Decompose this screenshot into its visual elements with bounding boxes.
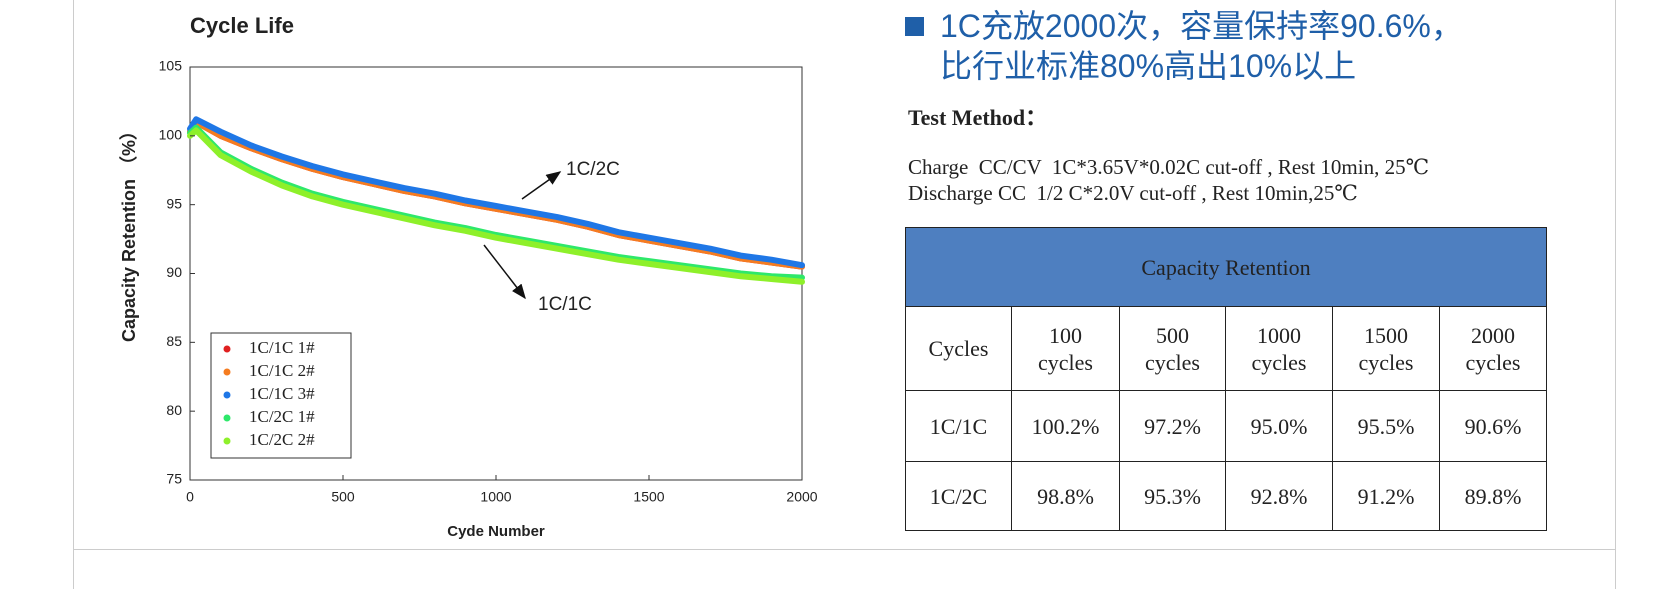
y-axis-label: Capacity Retention （%）	[119, 122, 139, 342]
table-cell: 1500 cycles	[1332, 306, 1440, 391]
x-tick-label: 0	[186, 489, 194, 505]
heading: 1C充放2000次，容量保持率90.6%， 比行业标准80%高出10%以上	[940, 6, 1463, 86]
y-tick-label: 75	[166, 471, 182, 487]
table-cell: 1000 cycles	[1225, 306, 1333, 391]
table-row: 1C/2C 98.8% 95.3% 92.8% 91.2% 89.8%	[905, 461, 1547, 531]
x-tick-label: 2000	[786, 489, 817, 505]
y-tick-label: 90	[166, 264, 182, 280]
table-cell: Cycles	[905, 306, 1012, 391]
heading-line: 1C充放2000次，容量保持率90.6%，	[940, 8, 1463, 44]
table-title: Capacity Retention	[905, 227, 1547, 307]
table-cell: 91.2%	[1332, 461, 1440, 531]
frame-line	[1615, 0, 1616, 589]
series-line	[187, 127, 805, 285]
series-line	[187, 119, 805, 270]
legend-label: 1C/1C 3#	[249, 384, 315, 403]
x-tick-label: 500	[331, 489, 355, 505]
legend-box	[210, 332, 352, 459]
section-title: Test Method：	[908, 105, 1048, 130]
arrow	[521, 171, 562, 200]
table-cell: 92.8%	[1225, 461, 1333, 531]
table-cell: 100 cycles	[1011, 306, 1120, 391]
bullet	[905, 17, 924, 36]
table-cell: 98.8%	[1011, 461, 1120, 531]
table-cell: 2000 cycles	[1439, 306, 1547, 391]
series-line	[187, 116, 805, 269]
table: Capacity Retention Cycles 100 cycles 500 c…	[905, 227, 1547, 531]
table-cell: 89.8%	[1439, 461, 1547, 531]
legend-label: 1C/2C 2#	[249, 430, 315, 449]
table-cell: 97.2%	[1119, 390, 1226, 462]
table-row: 1C/1C 100.2% 97.2% 95.0% 95.5% 90.6%	[905, 390, 1547, 462]
arrow	[483, 244, 526, 300]
series-line	[187, 119, 805, 270]
legend-marker	[223, 368, 231, 376]
legend-label: 1C/2C 1#	[249, 407, 315, 426]
method-line: Discharge CC 1/2 C*2.0V cut-off , Rest 1…	[908, 181, 1358, 205]
table-cell: 500 cycles	[1119, 306, 1226, 391]
annotation: 1C/1C	[538, 294, 592, 315]
legend-label: 1C/1C 1#	[249, 338, 315, 357]
series-line	[187, 124, 805, 281]
annotation: 1C/2C	[566, 159, 620, 180]
chart: Cycle Life Capacity Retention （%） Cyde N…	[119, 13, 818, 540]
legend-marker	[223, 437, 231, 445]
legend-marker	[223, 414, 231, 422]
x-tick-label: 1000	[480, 489, 511, 505]
x-tick-label: 1500	[633, 489, 664, 505]
table-row: Cycles 100 cycles 500 cycles 1000 cycles 150…	[905, 306, 1547, 391]
table-cell: 1C/1C	[905, 390, 1012, 462]
legend-marker	[223, 391, 231, 399]
method-line: Charge CC/CV 1C*3.65V*0.02C cut-off , Re…	[908, 155, 1430, 179]
frame-line	[73, 0, 74, 589]
table-cell: 95.3%	[1119, 461, 1226, 531]
table-cell: 90.6%	[1439, 390, 1547, 462]
x-axis-label: Cyde Number	[447, 523, 545, 540]
table-cell: 100.2%	[1011, 390, 1120, 462]
heading-line: 比行业标准80%高出10%以上	[940, 48, 1357, 84]
legend-marker	[223, 345, 231, 353]
y-tick-label: 80	[166, 402, 182, 418]
y-tick-label: 100	[159, 127, 183, 143]
y-tick-label: 95	[166, 195, 182, 211]
y-tick-label: 85	[166, 333, 182, 349]
frame-line	[73, 549, 1616, 550]
y-tick-label: 105	[159, 58, 183, 74]
table-cell: 1C/2C	[905, 461, 1012, 531]
table-cell: 95.5%	[1332, 390, 1440, 462]
chart-title: Cycle Life	[190, 13, 294, 38]
table-cell: 95.0%	[1225, 390, 1333, 462]
legend-label: 1C/1C 2#	[249, 361, 315, 380]
